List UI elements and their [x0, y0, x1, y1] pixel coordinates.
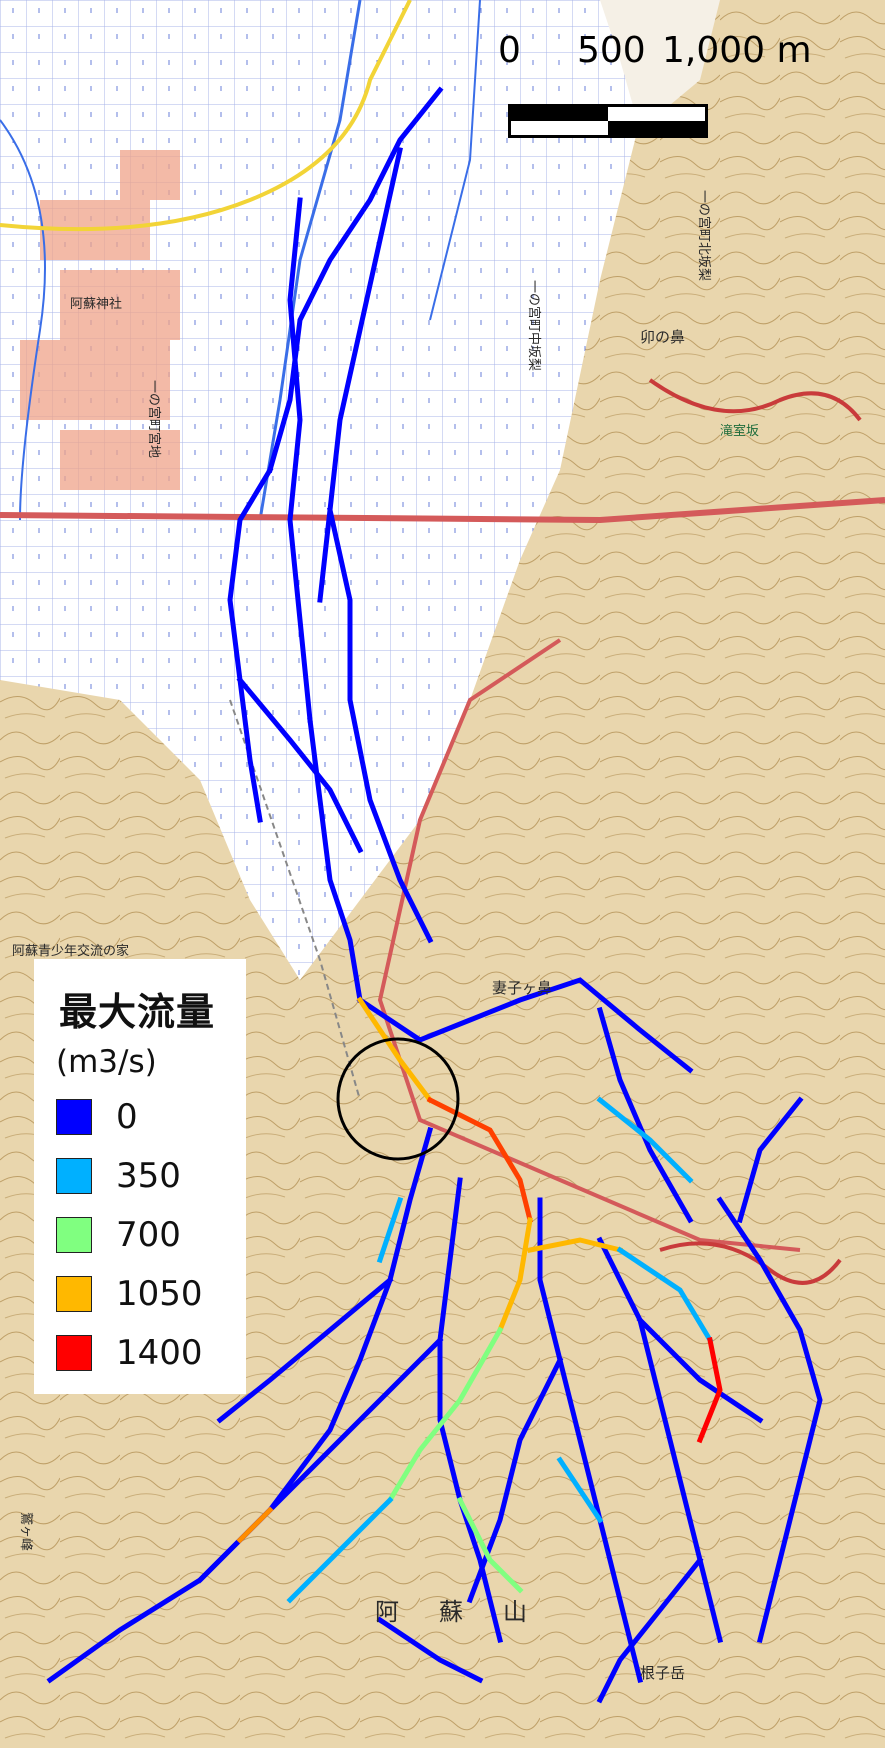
highlight-circle: [336, 1037, 460, 1161]
legend-item: 700: [56, 1215, 236, 1257]
legend-swatch: [56, 1276, 92, 1312]
legend-item: 350: [56, 1156, 236, 1198]
flow-network-low: [46, 86, 823, 1704]
scale-label-1000: 1,000 m: [662, 30, 812, 71]
plain-area-north-east: [600, 0, 720, 130]
legend-swatch: [56, 1217, 92, 1253]
roads: [0, 0, 885, 1285]
label-tsumakogabana: 妻子ヶ鼻: [492, 979, 552, 997]
scale-bar: [508, 104, 708, 138]
scale-bar-labels: 0 500 1,000 m: [495, 30, 815, 80]
legend-swatch: [56, 1335, 92, 1371]
legend-item: 1400: [56, 1333, 236, 1375]
label-nekodake: 根子岳: [640, 1664, 685, 1682]
town-area: [20, 150, 180, 490]
scale-label-500: 500: [577, 30, 646, 71]
flow-network-high: [236, 996, 723, 1604]
label-washigamine: 鷲ヶ峰: [18, 1512, 33, 1551]
legend-label: 350: [116, 1156, 181, 1196]
legend: 最大流量 (m3/s) 0 350 700 1050 1400: [34, 959, 246, 1394]
scale-label-0: 0: [498, 30, 521, 71]
label-aso-mountain: 阿蘇山: [375, 1598, 567, 1626]
legend-unit: (m3/s): [56, 1044, 157, 1080]
legend-label: 700: [116, 1215, 181, 1255]
label-aso-shrine: 阿蘇神社: [70, 296, 122, 312]
label-youth-center: 阿蘇青少年交流の家: [12, 943, 129, 959]
scale-segment-bottom-right: [608, 121, 705, 135]
legend-label: 1400: [116, 1333, 203, 1373]
plain-area: [0, 0, 640, 980]
label-ichinomiya-central: 一の宮町中坂梨: [526, 280, 542, 371]
label-unonoboe: 卯の鼻: [640, 328, 685, 346]
legend-swatch: [56, 1158, 92, 1194]
label-taiwa: 滝室坂: [720, 423, 759, 439]
scale-segment-top-left: [511, 107, 608, 121]
label-ichinomiya-north: 一の宮町北坂梨: [696, 190, 712, 281]
legend-title: 最大流量: [59, 990, 216, 1034]
legend-item: 0: [56, 1097, 236, 1139]
legend-label: 1050: [116, 1274, 203, 1314]
legend-item: 1050: [56, 1274, 236, 1316]
legend-swatch: [56, 1099, 92, 1135]
label-ichinomiya-town: 一の宮町宮地: [146, 380, 162, 458]
rivers: [0, 0, 481, 521]
legend-label: 0: [116, 1097, 138, 1137]
